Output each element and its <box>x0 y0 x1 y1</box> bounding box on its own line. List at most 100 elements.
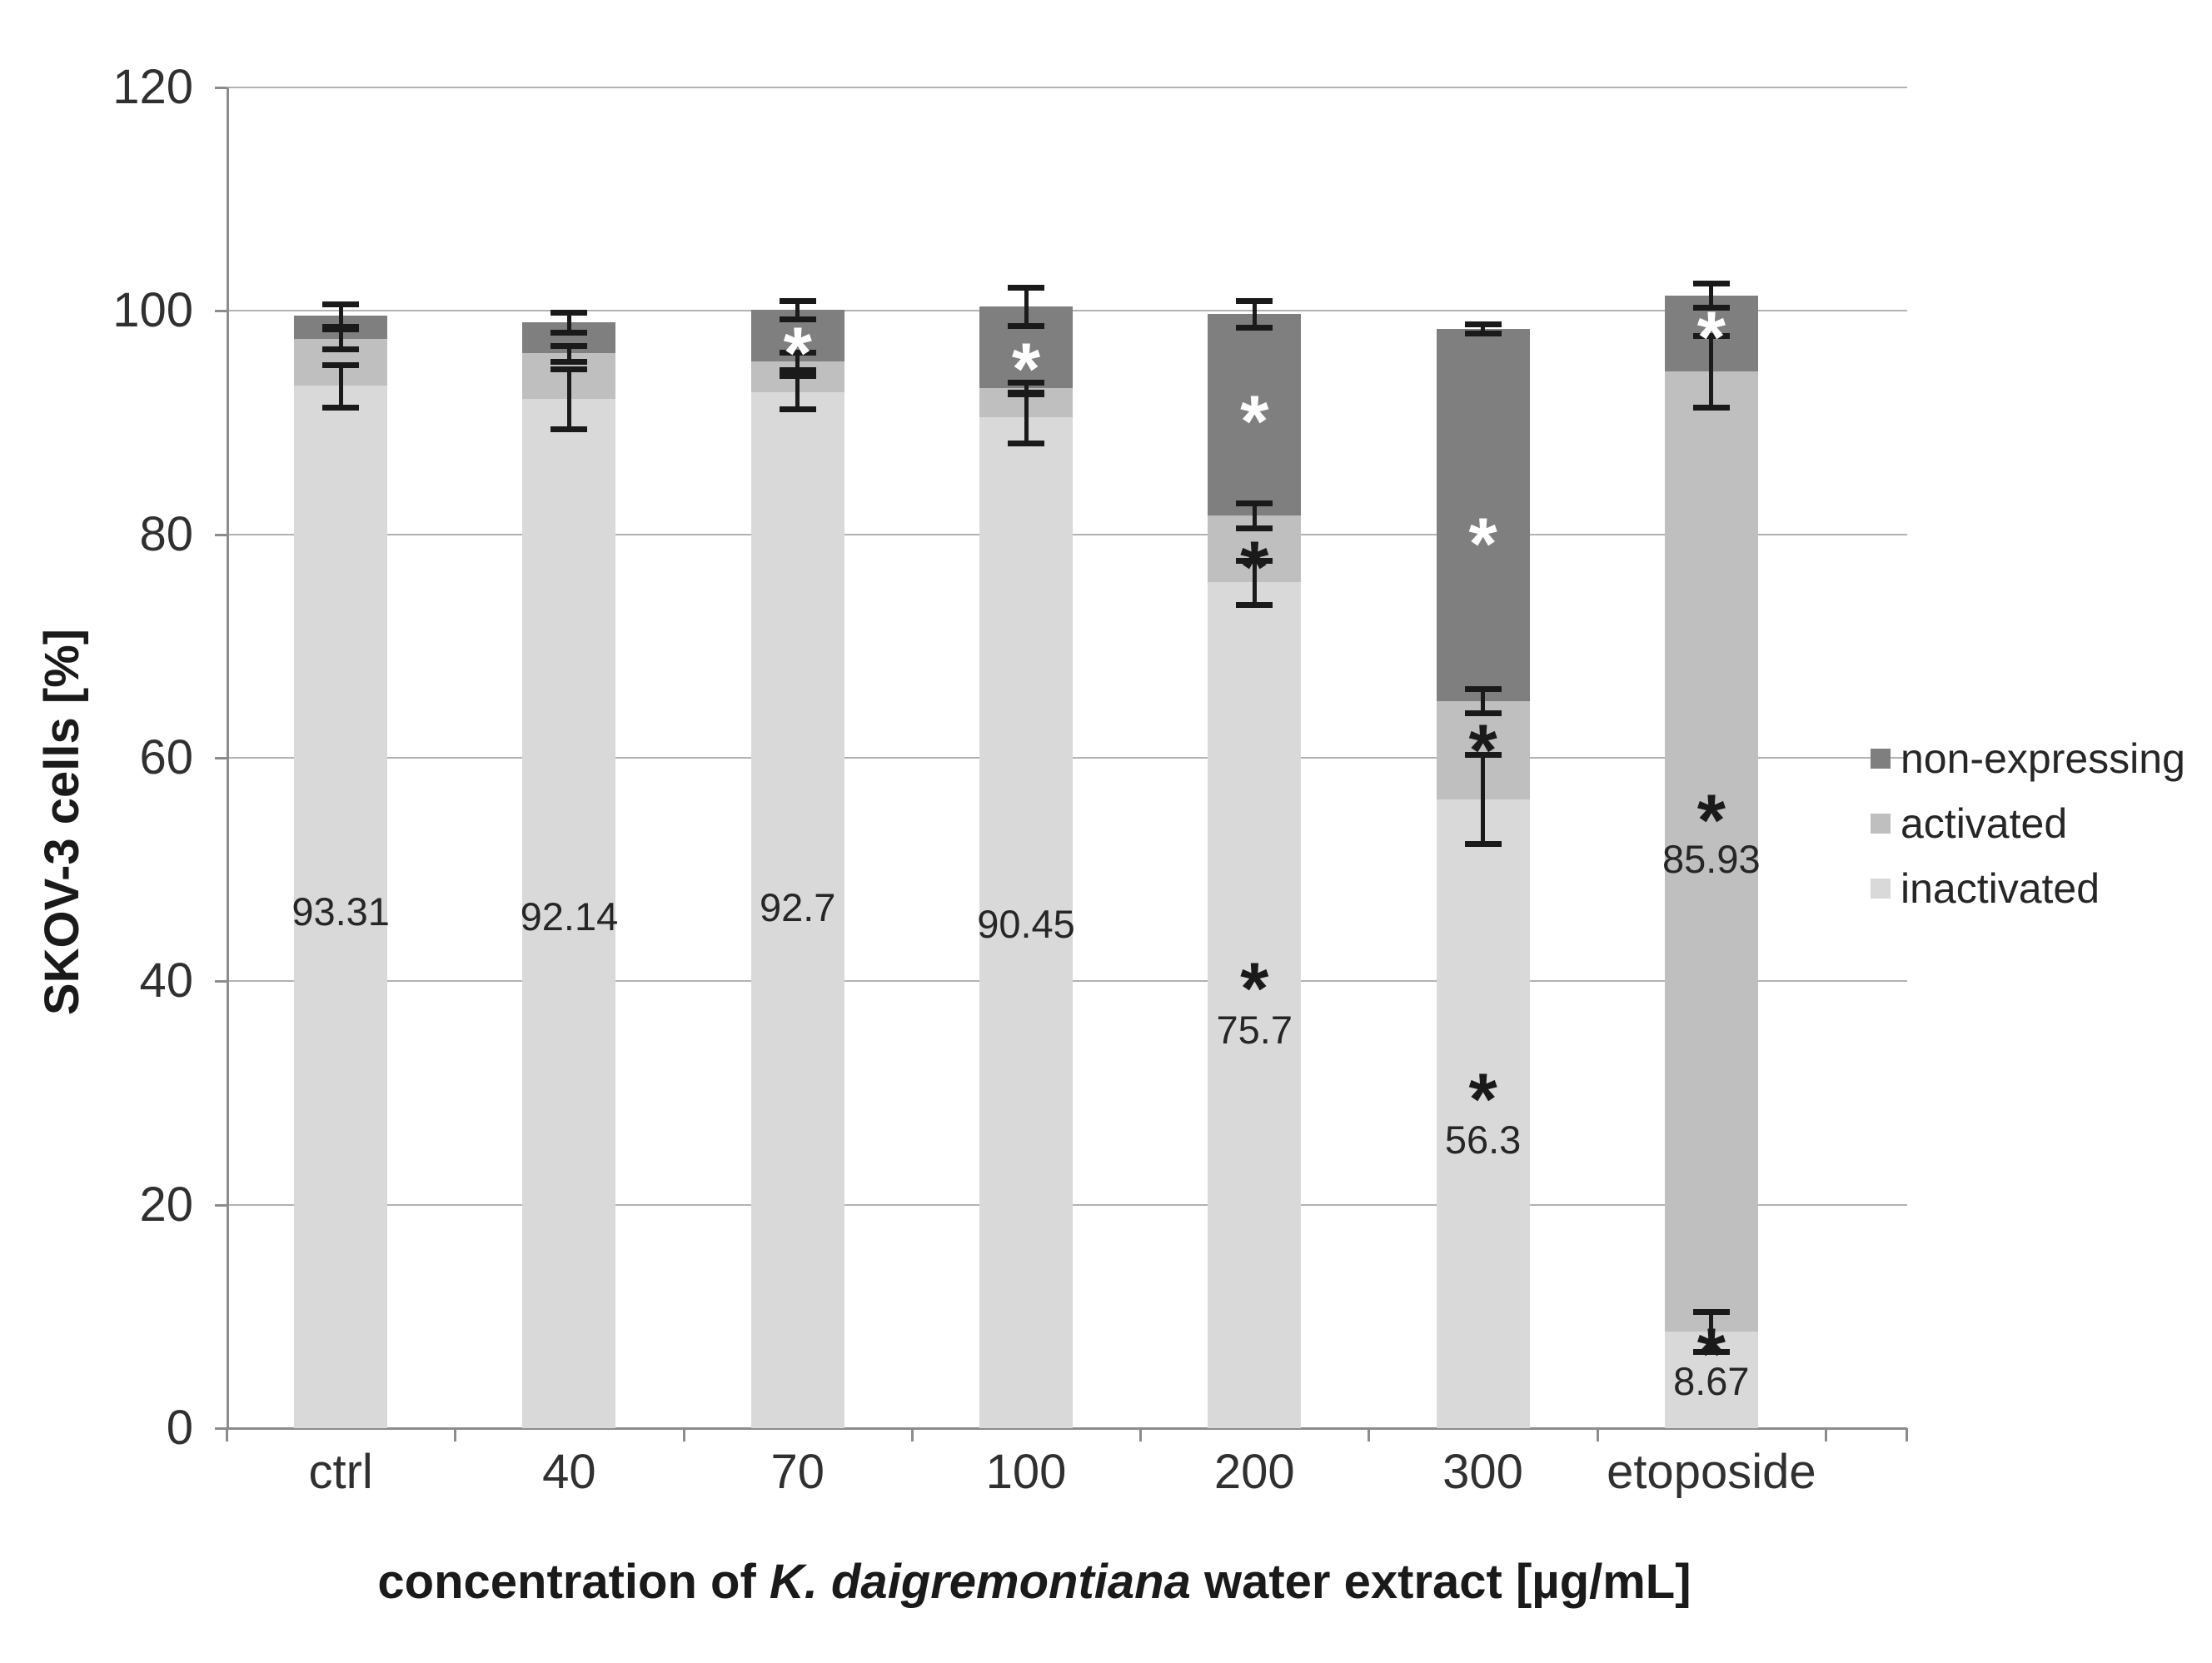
error-bar-cap-top-10 <box>1008 380 1044 386</box>
x-axis-title-species-name: K. daigremontiana <box>769 1555 1191 1609</box>
error-bar-line-18 <box>1709 282 1714 308</box>
bar-segment-inactivated-200 <box>1208 582 1302 1428</box>
bar-segment-inactivated-40 <box>522 398 616 1428</box>
significance-asterisk-4: * <box>1240 947 1269 1030</box>
significance-asterisk-10: * <box>1696 1312 1726 1396</box>
x-axis-title-part2: water extract [µg/mL] <box>1190 1555 1691 1609</box>
error-bar-cap-bottom-11 <box>1008 441 1044 447</box>
legend-label-non-expressing: non-expressing <box>1901 735 2185 782</box>
y-tick-80 <box>215 533 227 536</box>
x-tick-5 <box>1368 1428 1371 1441</box>
x-tick-6 <box>1596 1428 1599 1441</box>
error-bar-cap-top-4 <box>551 342 588 349</box>
error-bar-cap-bottom-18 <box>1692 305 1730 311</box>
y-tick-label-80: 80 <box>139 506 193 561</box>
x-axis-title-part1: concentration of <box>377 1555 770 1609</box>
error-bar-cap-top-3 <box>551 309 588 316</box>
significance-asterisk-8: * <box>1696 296 1726 379</box>
y-tick-60 <box>215 757 227 759</box>
error-bar-cap-top-17 <box>1464 751 1502 758</box>
error-bar-line-12 <box>1252 301 1257 328</box>
bar-segment-inactivated-ctrl <box>294 386 388 1428</box>
error-bar-cap-top-5 <box>551 366 588 372</box>
error-bar-line-6 <box>795 301 800 319</box>
error-bar-cap-bottom-9 <box>1008 322 1044 329</box>
y-tick-label-20: 20 <box>139 1177 193 1232</box>
legend-label-activated: activated <box>1901 800 2068 847</box>
error-bar-cap-top-0 <box>322 301 360 308</box>
bar-value-label-56.3: 56.3 <box>1444 1117 1522 1162</box>
x-tick-end <box>1906 1428 1908 1441</box>
significance-asterisk-7: * <box>1468 1058 1497 1141</box>
x-tick-1 <box>454 1428 457 1441</box>
legend-swatch-inactivated <box>1871 879 1891 899</box>
error-bar-cap-top-7 <box>779 349 816 356</box>
error-bar-cap-bottom-17 <box>1464 841 1502 848</box>
error-bar-line-9 <box>1024 287 1029 326</box>
bar-segment-inactivated-100 <box>979 417 1073 1428</box>
error-bar-cap-top-6 <box>779 298 816 305</box>
error-bar-cap-bottom-8 <box>779 406 816 413</box>
error-bar-cap-bottom-15 <box>1464 331 1502 337</box>
y-tick-100 <box>215 310 227 313</box>
bar-segment-non-expressing-300 <box>1436 328 1530 701</box>
significance-asterisk-6: * <box>1468 709 1497 792</box>
legend-swatch-non-expressing <box>1871 749 1891 769</box>
bar-value-label-75.7: 75.7 <box>1216 1008 1293 1053</box>
significance-asterisk-5: * <box>1468 502 1497 585</box>
legend-label-inactivated: inactivated <box>1901 865 2100 912</box>
legend-row-non-expressing: non-expressing <box>1871 726 2185 791</box>
error-bar-cap-bottom-20 <box>1692 1348 1730 1355</box>
x-tick-3 <box>910 1428 914 1441</box>
error-bar-line-2 <box>338 364 343 407</box>
bar-value-label-92.14: 92.14 <box>520 894 619 939</box>
y-tick-label-120: 120 <box>112 60 193 114</box>
error-bar-line-15 <box>1481 324 1486 334</box>
bar-value-label-90.45: 90.45 <box>977 901 1075 946</box>
error-bar-line-19 <box>1709 335 1714 407</box>
error-bar-line-11 <box>1024 391 1029 444</box>
error-bar-cap-bottom-14 <box>1236 602 1273 609</box>
y-tick-label-0: 0 <box>166 1401 193 1455</box>
error-bar-cap-top-9 <box>1008 285 1044 291</box>
error-bar-cap-bottom-13 <box>1236 525 1273 531</box>
significance-asterisk-9: * <box>1696 778 1726 861</box>
error-bar-cap-bottom-2 <box>322 404 360 411</box>
error-bar-line-16 <box>1481 688 1486 714</box>
x-tick-label-40: 40 <box>542 1445 596 1499</box>
error-bar-line-13 <box>1252 503 1257 528</box>
error-bar-line-3 <box>566 311 571 332</box>
significance-asterisk-2: * <box>1240 379 1269 462</box>
error-bar-cap-bottom-7 <box>779 367 816 374</box>
y-axis-line <box>227 87 229 1430</box>
significance-asterisk-3: * <box>1240 525 1269 609</box>
x-tick-label-200: 200 <box>1213 1445 1295 1499</box>
error-bar-line-14 <box>1252 560 1257 605</box>
legend: non-expressing activated inactivated <box>1871 726 2185 921</box>
error-bar-cap-bottom-3 <box>551 329 588 336</box>
y-tick-0 <box>215 1427 227 1430</box>
x-axis-title: concentration of K. daigremontiana water… <box>210 1556 1859 1609</box>
bar-value-label-93.31: 93.31 <box>291 889 390 934</box>
y-tick-label-100: 100 <box>112 283 193 338</box>
y-tick-label-40: 40 <box>139 953 193 1008</box>
bar-segment-non-expressing-200 <box>1208 314 1302 515</box>
error-bar-line-0 <box>338 304 343 327</box>
error-bar-cap-top-11 <box>1008 389 1044 396</box>
bar-value-label-8.67: 8.67 <box>1673 1358 1750 1403</box>
error-bar-cap-top-19 <box>1692 332 1730 339</box>
error-bar-cap-top-1 <box>322 326 360 332</box>
x-tick-label-70: 70 <box>770 1445 825 1499</box>
y-tick-20 <box>215 1203 227 1207</box>
error-bar-line-4 <box>566 345 571 361</box>
error-bar-line-7 <box>795 351 800 371</box>
bar-segment-activated-etoposide <box>1664 371 1758 1332</box>
x-tick-label-300: 300 <box>1442 1445 1523 1499</box>
error-bar-cap-top-15 <box>1464 321 1502 328</box>
significance-asterisk-1: * <box>1011 326 1041 410</box>
bar-segment-inactivated-300 <box>1436 799 1530 1428</box>
error-bar-cap-bottom-12 <box>1236 325 1273 331</box>
error-bar-cap-top-18 <box>1692 280 1730 286</box>
y-tick-label-60: 60 <box>139 730 193 784</box>
